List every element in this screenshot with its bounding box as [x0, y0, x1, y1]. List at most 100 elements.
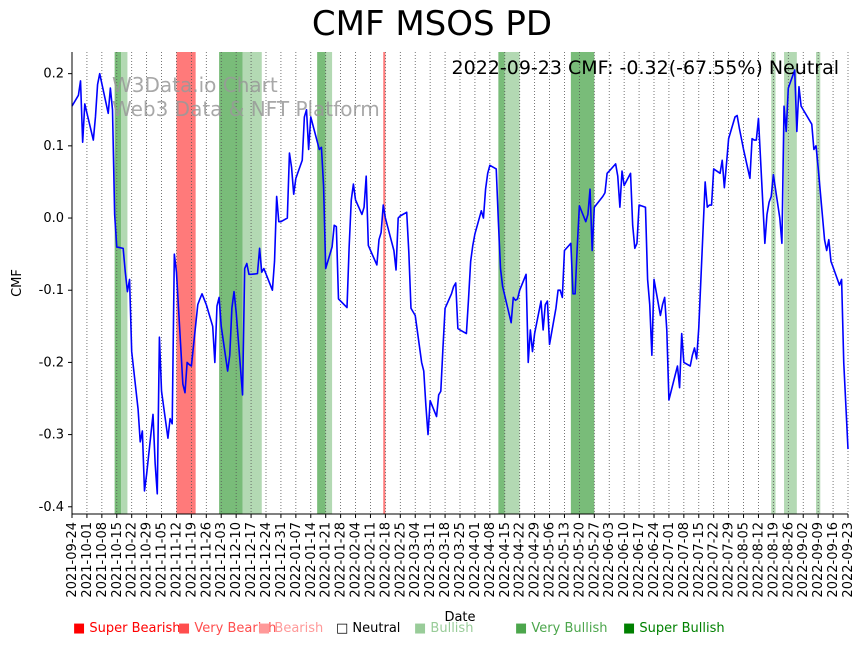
- x-tick-label: 2022-03-25: [453, 522, 468, 598]
- x-tick-label: 2022-06-03: [602, 522, 617, 598]
- legend-marker: ■: [623, 621, 640, 636]
- x-tick-label: 2022-04-29: [528, 522, 543, 598]
- x-tick-label: 2022-09-23: [841, 522, 856, 598]
- legend-item: □ Neutral: [336, 621, 400, 636]
- x-tick-label: 2021-10-29: [140, 522, 155, 598]
- legend-marker: ■: [258, 621, 275, 636]
- signal-band: [317, 52, 326, 514]
- x-tick-label: 2022-03-04: [408, 522, 423, 598]
- x-tick-label: 2022-05-13: [557, 522, 572, 598]
- signal-bands: [114, 52, 821, 514]
- x-tick-label: 2022-06-10: [617, 522, 632, 598]
- y-tick-label: -0.4: [39, 500, 64, 515]
- legend-marker: □: [336, 621, 353, 636]
- signal-band: [784, 52, 797, 514]
- legend-marker: ■: [515, 621, 532, 636]
- watermark-line: W3Data.io Chart: [112, 73, 278, 97]
- x-tick-label: 2022-01-21: [319, 522, 334, 598]
- x-tick-label: 2022-01-28: [334, 522, 349, 598]
- x-tick-label: 2022-01-14: [304, 522, 319, 598]
- x-tick-label: 2022-04-01: [468, 522, 483, 598]
- x-tick-label: 2022-03-18: [438, 522, 453, 598]
- x-tick-label: 2022-05-27: [587, 522, 602, 598]
- cmf-line: [71, 69, 849, 495]
- x-tick-label: 2022-02-04: [349, 522, 364, 598]
- series-layer: [71, 69, 849, 495]
- x-tick-label: 2022-05-06: [543, 522, 558, 598]
- legend-label: Super Bullish: [639, 621, 725, 636]
- legend-label: Very Bullish: [531, 621, 608, 636]
- x-tick-label: 2021-12-31: [274, 522, 289, 598]
- x-tick-label: 2022-01-07: [289, 522, 304, 598]
- legend-item: ■ Bullish: [414, 621, 473, 636]
- x-tick-label: 2022-06-24: [647, 522, 662, 598]
- legend-marker: ■: [178, 621, 195, 636]
- x-tick-label: 2021-10-22: [125, 522, 140, 598]
- signal-band: [121, 52, 128, 514]
- x-tick-label: 2022-04-15: [498, 522, 513, 598]
- x-tick-label: 2022-08-19: [766, 522, 781, 598]
- y-tick-label: -0.2: [39, 355, 64, 370]
- legend-item: ■ Super Bearish: [73, 621, 181, 636]
- signal-band: [325, 52, 333, 514]
- x-tick-label: 2022-06-17: [632, 522, 647, 598]
- y-tick-label: 0.0: [43, 211, 64, 226]
- legend-label: Very Bearish: [194, 621, 277, 636]
- signal-band: [219, 52, 243, 514]
- x-tick-label: 2022-03-11: [423, 522, 438, 598]
- x-tick-label: 2022-04-08: [483, 522, 498, 598]
- x-tick-label: 2022-07-22: [707, 522, 722, 598]
- y-tick-label: -0.1: [39, 283, 64, 298]
- legend-label: Bullish: [430, 621, 474, 636]
- x-tick-label: 2021-10-15: [110, 522, 125, 598]
- legend-marker: ■: [414, 621, 431, 636]
- x-tick-label: 2022-02-25: [393, 522, 408, 598]
- y-ticks: -0.4 -0.3 -0.2 -0.1 0.0 0.1 0.2: [39, 67, 72, 515]
- x-tick-label: 2021-12-10: [229, 522, 244, 598]
- x-tick-label: 2022-08-26: [781, 522, 796, 598]
- chart-title: CMF MSOS PD: [311, 4, 553, 44]
- x-tick-label: 2022-07-29: [722, 522, 737, 598]
- signal-band: [504, 52, 520, 514]
- x-tick-label: 2021-11-12: [169, 522, 184, 598]
- x-tick-label: 2022-02-18: [378, 522, 393, 598]
- x-tick-label: 2021-10-01: [80, 522, 95, 598]
- y-tick-label: 0.2: [43, 67, 64, 82]
- x-axis-label: Date: [444, 610, 475, 625]
- legend-item: ■ Very Bullish: [515, 621, 607, 636]
- legend-item: ■ Very Bearish: [178, 621, 276, 636]
- x-tick-label: 2021-09-24: [65, 522, 80, 598]
- x-tick-label: 2021-11-05: [155, 522, 170, 598]
- watermark-line: Web3 Data & NFT Platform: [112, 97, 380, 121]
- signal-band: [242, 52, 262, 514]
- signal-band: [383, 52, 386, 514]
- x-tick-label: 2022-07-15: [692, 522, 707, 598]
- signal-band: [114, 52, 122, 514]
- legend-label: Bearish: [274, 621, 324, 636]
- x-tick-label: 2022-09-09: [811, 522, 826, 598]
- x-tick-label: 2022-02-11: [363, 522, 378, 598]
- x-tick-label: 2022-09-16: [826, 522, 841, 598]
- x-ticks: 2021-09-24 2021-10-01 2021-10-08 2021-10-15…: [65, 514, 856, 598]
- x-tick-label: 2022-07-08: [677, 522, 692, 598]
- signal-band: [176, 52, 196, 514]
- x-tick-label: 2021-10-08: [95, 522, 110, 598]
- x-tick-label: 2022-07-01: [662, 522, 677, 598]
- legend-marker: ■: [73, 621, 90, 636]
- x-tick-label: 2022-08-05: [737, 522, 752, 598]
- x-tick-label: 2022-04-22: [513, 522, 528, 598]
- x-tick-label: 2021-12-24: [259, 522, 274, 598]
- x-tick-label: 2022-09-02: [796, 522, 811, 598]
- x-tick-label: 2021-11-19: [184, 522, 199, 598]
- y-axis-label: CMF: [10, 269, 25, 297]
- x-tick-label: 2021-11-26: [199, 522, 214, 598]
- x-tick-label: 2022-08-12: [751, 522, 766, 598]
- y-tick-label: -0.3: [39, 428, 64, 443]
- x-tick-label: 2022-05-20: [572, 522, 587, 598]
- legend-label: Super Bearish: [89, 621, 181, 636]
- legend-item: ■ Bearish: [258, 621, 323, 636]
- x-tick-label: 2021-12-03: [214, 522, 229, 598]
- signal-band: [570, 52, 595, 514]
